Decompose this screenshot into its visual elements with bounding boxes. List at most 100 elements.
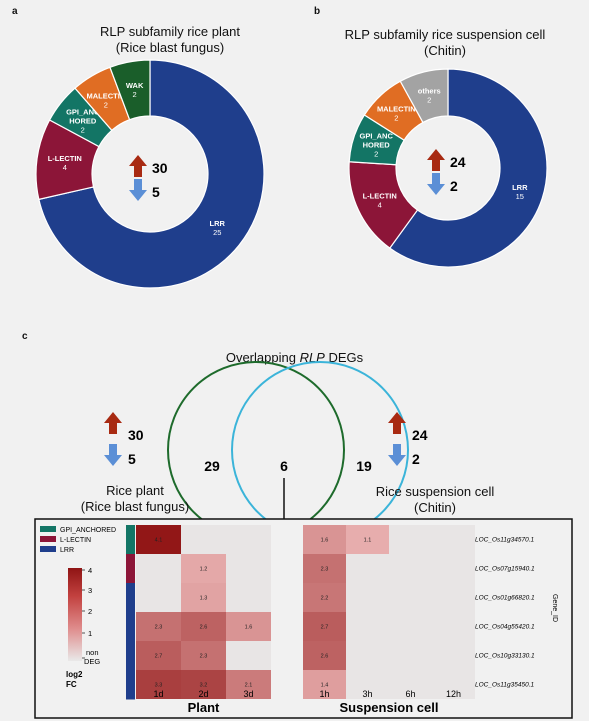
- heatmap-cell: [181, 670, 226, 699]
- donut-a-slice-label: LRR: [210, 219, 226, 228]
- gene-group-bar: [126, 583, 135, 613]
- donut-a-down-count: 5: [152, 184, 160, 200]
- heatmap-cell-label: 2.3: [200, 654, 208, 660]
- donut-a-slice-value: 2: [81, 125, 85, 134]
- venn-cell-only: 19: [356, 458, 372, 474]
- donut-charts: LRR25L-LECTIN4GPI_ANCHORED2MALECTIN2WAK2…: [35, 59, 548, 289]
- donut-b-slice-label: GPI_ANC: [360, 132, 394, 141]
- venn-left-up-arrow: [104, 412, 122, 434]
- heatmap-cell: [346, 554, 389, 583]
- heatmap-cell: [181, 583, 226, 612]
- donut-b-title: RLP subfamily rice suspension cell (Chit…: [310, 27, 580, 59]
- heatmap-cell-label: 3.3: [155, 683, 163, 689]
- heatmap-cell: [303, 670, 346, 699]
- donut-b-slice-value: 2: [427, 95, 431, 104]
- heatmap-cell: [136, 583, 181, 612]
- donut-a-slice-label: L-LECTIN: [48, 154, 82, 163]
- colorbar-tick-label: 4: [88, 566, 92, 575]
- cell-timepoint-label: 6h: [405, 689, 415, 699]
- heatmap-cell-label: 3.2: [200, 683, 208, 689]
- colorbar-tick-label: 1: [88, 629, 92, 638]
- donut-a-title: RLP subfamily rice plant (Rice blast fun…: [20, 24, 320, 56]
- donut-b-down-count: 2: [450, 178, 458, 194]
- heatmap-ylabel: Gene_ID: [551, 594, 558, 622]
- donut-b-slice-label: MALECTIN: [377, 104, 416, 113]
- panel-label-b: b: [314, 6, 321, 17]
- legend-swatch: [40, 546, 56, 552]
- gene-group-bar: [126, 554, 135, 584]
- heatmap-cell: [389, 670, 432, 699]
- legend-label: LRR: [60, 547, 74, 554]
- venn-left-down-arrow: [104, 444, 122, 466]
- heatmap-cell-label: 1.3: [200, 596, 208, 602]
- venn-left-up-count: 30: [128, 427, 144, 443]
- heatmap-cell-label: 1.6: [321, 538, 329, 544]
- heatmap-cell: [303, 583, 346, 612]
- heatmap-cell: [303, 641, 346, 670]
- colorbar-title: log2: [66, 670, 83, 679]
- heatmap-plant: 4.1 1.2 1.3 2.3 2.6 1.6 2.7 2.3 3.3 3.2 2.1 1d 2d 3d P…: [126, 525, 271, 715]
- heatmap-cell: [432, 612, 475, 641]
- donut-a-slice-label: GPI_ANC: [66, 107, 100, 116]
- donut-b-slice-value: 2: [374, 150, 378, 159]
- donut-a-slice-label: MALECTIN: [87, 92, 126, 101]
- donut-b-slice-lrr: [388, 68, 548, 268]
- venn-plant-label: Rice plant (Rice blast fungus): [65, 483, 205, 515]
- colorbar-tick-label: 2: [88, 607, 92, 616]
- cell-timepoint-label: 1h: [319, 689, 329, 699]
- donut-a-slice-wak: [109, 59, 151, 121]
- heatmap-cell-label: 2.3: [321, 567, 329, 573]
- donut-a: LRR25L-LECTIN4GPI_ANCHORED2MALECTIN2WAK2…: [35, 59, 265, 289]
- donut-a-title-line1: RLP subfamily rice plant: [100, 24, 240, 39]
- heatmap-cell: [136, 612, 181, 641]
- donut-a-slice-label: HORED: [69, 116, 97, 125]
- heatmap-cell-label: 1.4: [321, 683, 329, 689]
- heatmap-cell-label: 2.6: [200, 625, 208, 631]
- cell-timepoint-label: 3h: [362, 689, 372, 699]
- donut-b-down-arrow-icon: [427, 173, 445, 195]
- heatmap-cell: [226, 554, 271, 583]
- heatmap-cell: [432, 583, 475, 612]
- colorbar-tick-label: non: [86, 648, 99, 657]
- venn-right-up-count: 24: [412, 427, 428, 443]
- heatmap-cell: [136, 554, 181, 583]
- heatmap-cell-label: 1.1: [364, 538, 372, 544]
- gene-group-legend: GPI_ANCHORED L-LECTIN LRR: [40, 526, 116, 554]
- gene-group-bar: [126, 612, 135, 642]
- donut-b-slice-value: 15: [516, 192, 524, 201]
- heatmap-cell-label: 2.3: [155, 625, 163, 631]
- heatmap-cell: [432, 670, 475, 699]
- colorbar-tick-label: 3: [88, 586, 92, 595]
- heatmap-cell: [226, 525, 271, 554]
- heatmap-cell: [303, 554, 346, 583]
- heatmap-cell: [346, 670, 389, 699]
- donut-b: LRR15L-LECTIN4GPI_ANCHORED2MALECTIN2othe…: [348, 68, 548, 268]
- heatmap-cell-label: 1.2: [200, 567, 208, 573]
- heatmap-cell-label: 2.6: [321, 654, 329, 660]
- venn-plant-label-line2: (Rice blast fungus): [80, 499, 190, 514]
- heatmap-cell-label: 2.1: [245, 683, 253, 689]
- venn-cell-label-line1: Rice suspension cell: [375, 484, 495, 499]
- donut-a-slice-label: WAK: [126, 81, 144, 90]
- donut-a-slice-lrr: [38, 59, 265, 289]
- donut-b-up-count: 24: [450, 154, 466, 170]
- venn-plant-only: 29: [204, 458, 220, 474]
- venn-cell-label-line2: (Chitin): [414, 500, 456, 515]
- venn-right-up-arrow: [388, 412, 406, 434]
- heatmap-cell: [303, 525, 346, 554]
- legend-swatch: [40, 536, 56, 542]
- donut-b-slice-label: HORED: [363, 141, 391, 150]
- heatmap-cell: [389, 612, 432, 641]
- gene-id-label: LOC_Os11g35450.1: [475, 682, 535, 689]
- donut-b-slice-label: LRR: [512, 183, 528, 192]
- heatmap-cell: [389, 641, 432, 670]
- gene-id-label: LOC_Os01g66820.1: [475, 595, 535, 602]
- donut-b-slice-value: 2: [394, 113, 398, 122]
- plant-timepoint-label: 2d: [198, 689, 208, 699]
- venn-circle-plant: [167, 361, 345, 525]
- panel-label-a: a: [12, 6, 18, 17]
- heatmap-cell: [181, 525, 226, 554]
- plant-xlabel: Plant: [188, 700, 220, 715]
- gene-id-label: LOC_Os04g55420.1: [475, 624, 535, 631]
- legend-swatch: [40, 526, 56, 532]
